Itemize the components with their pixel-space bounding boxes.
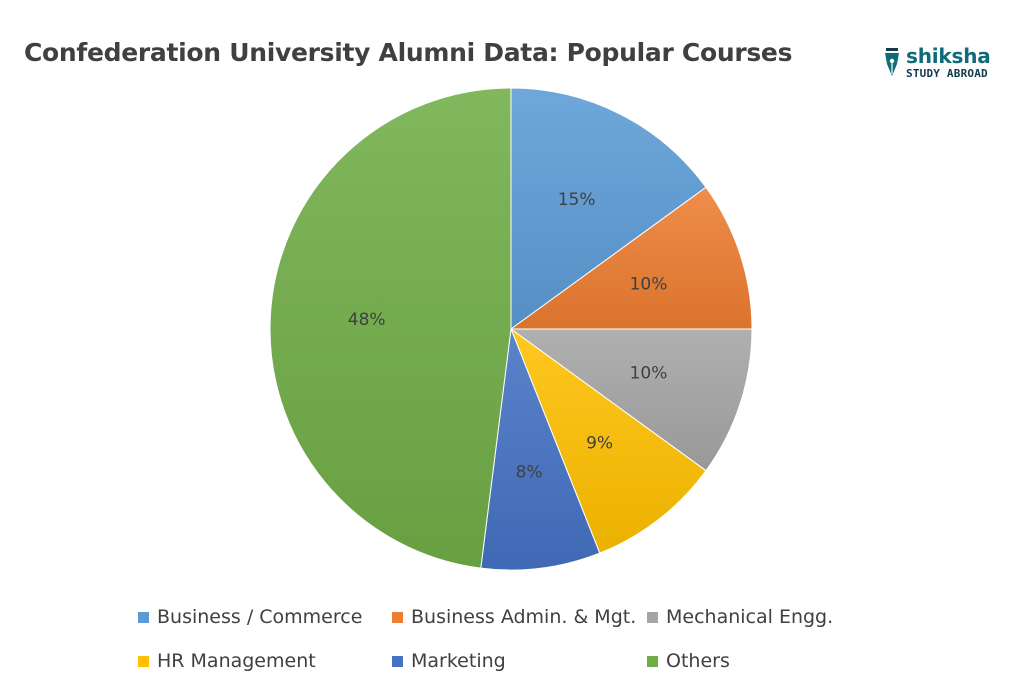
data-label-marketing: 8%	[516, 463, 543, 483]
pie-slice-others	[269, 87, 512, 569]
legend-swatch	[392, 655, 403, 667]
legend-label: HR Management	[157, 650, 316, 672]
legend-item-hr-management: HR Management	[138, 650, 316, 672]
data-label-others: 48%	[348, 310, 386, 330]
legend-item-others: Others	[647, 650, 730, 672]
pie-slice-marketing	[480, 328, 601, 571]
legend-label: Business / Commerce	[157, 606, 363, 628]
legend-item-business-commerce: Business / Commerce	[138, 606, 362, 628]
pie-slice-mechanical-engg	[509, 328, 753, 472]
data-label-hr-management: 9%	[586, 433, 613, 453]
legend-label: Marketing	[411, 650, 506, 672]
legend-item-business-admin: Business Admin. & Mgt.	[392, 606, 636, 628]
data-label-business-commerce: 15%	[558, 190, 596, 210]
legend-item-marketing: Marketing	[392, 650, 506, 672]
legend-item-mechanical-engg: Mechanical Engg.	[647, 606, 833, 628]
legend-swatch	[392, 611, 403, 623]
pen-nib-icon	[885, 48, 899, 76]
pie-slice-hr-management	[509, 327, 707, 554]
legend-label: Business Admin. & Mgt.	[411, 606, 637, 628]
legend-swatch	[647, 611, 658, 623]
brand-logo: shiksha STUDY ABROAD	[878, 44, 1018, 86]
data-label-mechanical-engg: 10%	[630, 364, 668, 384]
chart-legend: Business / Commerce Business Admin. & Mg…	[138, 606, 898, 686]
chart-title: Confederation University Alumni Data: Po…	[24, 38, 793, 67]
pie-slice-business-commerce	[510, 87, 707, 330]
legend-label: Others	[666, 650, 730, 672]
brand-name: shiksha	[906, 44, 991, 68]
legend-swatch	[647, 655, 658, 667]
pie-slice-business-admin-mgt	[509, 186, 753, 330]
legend-swatch	[138, 655, 149, 667]
pie-chart: 15% 10% 10% 9% 8% 48%	[269, 87, 753, 571]
legend-label: Mechanical Engg.	[666, 606, 834, 628]
brand-tagline: STUDY ABROAD	[906, 67, 988, 80]
data-label-business-admin-mgt: 10%	[630, 274, 668, 294]
legend-swatch	[138, 611, 149, 623]
